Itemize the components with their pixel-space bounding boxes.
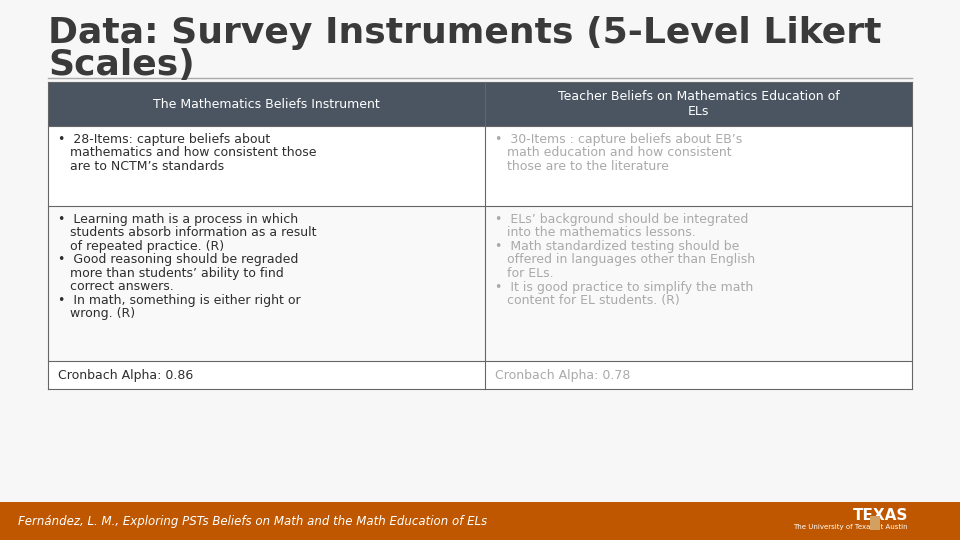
Bar — [48, 82, 912, 126]
Text: students absorb information as a result: students absorb information as a result — [58, 226, 317, 240]
Text: correct answers.: correct answers. — [58, 280, 174, 294]
Text: •  ELs’ background should be integrated: • ELs’ background should be integrated — [495, 213, 749, 226]
Text: •  28-Items: capture beliefs about: • 28-Items: capture beliefs about — [58, 133, 271, 146]
Text: Data: Survey Instruments (5-Level Likert: Data: Survey Instruments (5-Level Likert — [48, 16, 881, 50]
Text: •  Learning math is a process in which: • Learning math is a process in which — [58, 213, 299, 226]
Text: for ELs.: for ELs. — [495, 267, 554, 280]
Text: Cronbach Alpha: 0.78: Cronbach Alpha: 0.78 — [495, 368, 631, 381]
Text: •  Math standardized testing should be: • Math standardized testing should be — [495, 240, 739, 253]
Text: math education and how consistent: math education and how consistent — [495, 146, 732, 159]
Text: mathematics and how consistent those: mathematics and how consistent those — [58, 146, 317, 159]
Text: TEXAS: TEXAS — [852, 509, 908, 523]
Text: content for EL students. (R): content for EL students. (R) — [495, 294, 680, 307]
Text: •  In math, something is either right or: • In math, something is either right or — [58, 294, 300, 307]
Text: Scales): Scales) — [48, 48, 195, 82]
Text: •  Good reasoning should be regraded: • Good reasoning should be regraded — [58, 253, 299, 267]
Bar — [48, 361, 912, 389]
Text: of repeated practice. (R): of repeated practice. (R) — [58, 240, 224, 253]
Text: into the mathematics lessons.: into the mathematics lessons. — [495, 226, 696, 240]
Text: The Mathematics Beliefs Instrument: The Mathematics Beliefs Instrument — [154, 98, 380, 111]
Text: are to NCTM’s standards: are to NCTM’s standards — [58, 160, 224, 173]
Text: •  30-Items : capture beliefs about EB’s: • 30-Items : capture beliefs about EB’s — [495, 133, 742, 146]
Bar — [48, 126, 912, 206]
Text: more than students’ ability to find: more than students’ ability to find — [58, 267, 284, 280]
Text: Teacher Beliefs on Mathematics Education of
ELs: Teacher Beliefs on Mathematics Education… — [558, 90, 839, 118]
Text: offered in languages other than English: offered in languages other than English — [495, 253, 756, 267]
Text: wrong. (R): wrong. (R) — [58, 307, 135, 321]
Text: Cronbach Alpha: 0.86: Cronbach Alpha: 0.86 — [58, 368, 193, 381]
Bar — [0, 502, 960, 540]
Text: •  It is good practice to simplify the math: • It is good practice to simplify the ma… — [495, 280, 754, 294]
Bar — [48, 206, 912, 361]
Text: those are to the literature: those are to the literature — [495, 160, 669, 173]
Text: Fernández, L. M., Exploring PSTs Beliefs on Math and the Math Education of ELs: Fernández, L. M., Exploring PSTs Beliefs… — [18, 515, 487, 528]
Text: The University of Texas at Austin: The University of Texas at Austin — [793, 524, 908, 530]
Bar — [870, 516, 880, 530]
